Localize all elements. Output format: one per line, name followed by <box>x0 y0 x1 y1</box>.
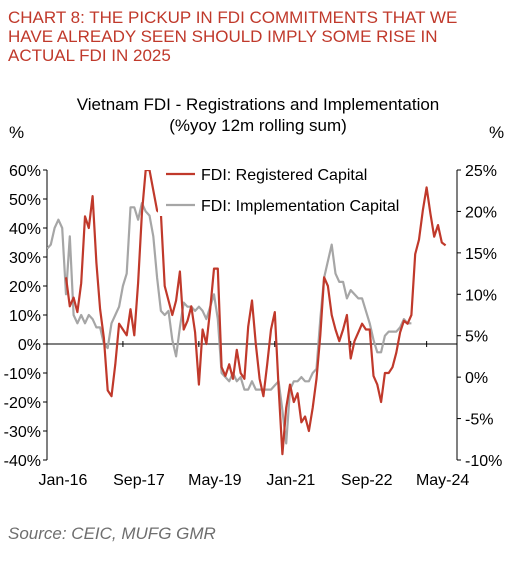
y-tick-label-right: 25% <box>465 163 497 180</box>
y-tick-label-right: 10% <box>465 287 497 304</box>
y-tick-label-right: 0% <box>465 370 488 387</box>
x-tick-label: Jan-21 <box>266 472 315 489</box>
y-tick-label-left: 30% <box>9 250 41 267</box>
y-tick-label-left: 40% <box>9 221 41 238</box>
y-tick-label-left: -20% <box>4 395 41 412</box>
y-tick-label-right: 20% <box>465 204 497 221</box>
chart-title: Vietnam FDI - Registrations and Implemen… <box>77 95 440 114</box>
y-tick-label-left: 60% <box>9 163 41 180</box>
y-tick-label-right: -10% <box>465 453 502 470</box>
y-tick-label-left: 20% <box>9 279 41 296</box>
y-tick-label-right: -5% <box>465 412 493 429</box>
chart-subtitle: (%yoy 12m rolling sum) <box>169 116 347 135</box>
y-tick-label-left: 10% <box>9 308 41 325</box>
y-tick-label-left: -30% <box>4 424 41 441</box>
exhibit-title: CHART 8: THE PICKUP IN FDI COMMITMENTS T… <box>8 8 518 65</box>
y-tick-label-left: -40% <box>4 453 41 470</box>
x-tick-label: Sep-22 <box>341 472 393 489</box>
series-line-registered <box>64 170 447 456</box>
y-tick-label-left: -10% <box>4 366 41 383</box>
y-axis-left-unit: % <box>9 123 24 142</box>
legend-item-registered-label: FDI: Registered Capital <box>201 167 367 184</box>
exhibit-title-line: HAVE ALREADY SEEN SHOULD IMPLY SOME RISE… <box>8 27 438 46</box>
legend-background <box>158 192 418 216</box>
exhibit-title-line: ACTUAL FDI IN 2025 <box>8 46 171 65</box>
x-tick-label: Sep-17 <box>113 472 165 489</box>
x-tick-label: May-19 <box>188 472 241 489</box>
y-tick-label-right: 15% <box>465 246 497 263</box>
y-axis-right-unit: % <box>489 123 504 142</box>
y-tick-label-right: 5% <box>465 329 488 346</box>
exhibit-title-line: CHART 8: THE PICKUP IN FDI COMMITMENTS T… <box>8 8 458 27</box>
x-tick-label: Jan-16 <box>39 472 88 489</box>
legend-background <box>158 161 418 185</box>
source-note: Source: CEIC, MUFG GMR <box>8 524 216 543</box>
y-tick-label-left: 0% <box>18 337 41 354</box>
series-line-implementation <box>47 202 412 445</box>
legend-item-implementation-label: FDI: Implementation Capital <box>201 198 399 215</box>
x-tick-label: May-24 <box>416 472 469 489</box>
y-tick-label-left: 50% <box>9 192 41 209</box>
